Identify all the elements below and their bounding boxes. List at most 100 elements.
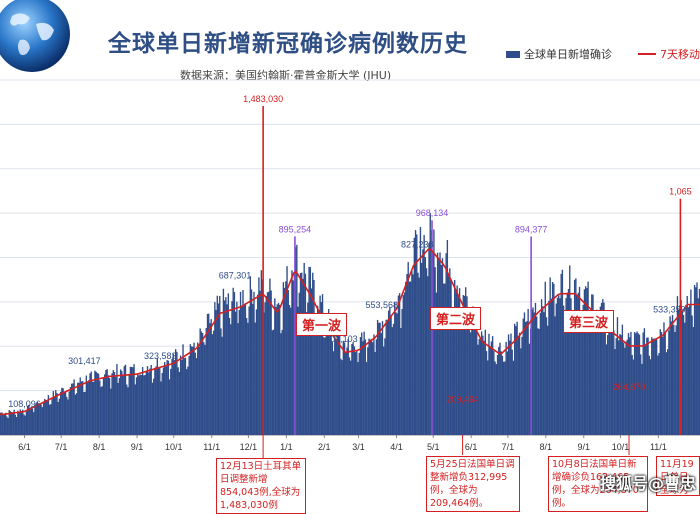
daily-bar xyxy=(159,367,161,435)
daily-bar xyxy=(385,319,387,435)
daily-bar xyxy=(290,307,292,435)
daily-bar xyxy=(496,354,499,435)
wave-label-third: 第三波 xyxy=(563,310,615,333)
daily-bar xyxy=(133,364,135,435)
daily-bar xyxy=(102,377,105,435)
daily-bar xyxy=(150,364,152,435)
daily-bar xyxy=(485,351,488,435)
daily-bar xyxy=(380,332,382,435)
annotation-label: 323,583 xyxy=(144,351,177,361)
daily-bar xyxy=(446,239,449,435)
daily-bar xyxy=(337,324,340,435)
daily-bar xyxy=(641,363,643,435)
daily-bar xyxy=(498,347,500,435)
daily-bar xyxy=(260,270,263,435)
daily-bar xyxy=(88,380,90,435)
chart-subtitle: 数据来源：美国约翰斯·霍普金斯大学 (JHU) xyxy=(180,69,392,82)
daily-bar xyxy=(594,313,597,435)
daily-bar xyxy=(643,328,646,435)
daily-bar xyxy=(572,317,575,435)
daily-bar xyxy=(450,281,452,435)
daily-bar xyxy=(8,410,10,435)
daily-bar xyxy=(512,360,515,435)
wave-label-first: 第一波 xyxy=(296,313,348,336)
daily-bar xyxy=(193,342,195,435)
daily-bar xyxy=(93,381,95,435)
daily-bar xyxy=(184,357,187,435)
daily-bar xyxy=(686,295,688,435)
daily-bar xyxy=(45,399,47,435)
daily-bar xyxy=(515,326,517,435)
legend-bar-label: 全球单日新增确诊 xyxy=(524,48,612,61)
daily-bar xyxy=(471,318,473,435)
daily-bar xyxy=(132,367,134,435)
daily-bar xyxy=(488,333,490,435)
daily-bar xyxy=(149,368,151,435)
daily-bar xyxy=(403,292,406,435)
daily-bar xyxy=(272,329,275,435)
daily-bar xyxy=(578,286,581,435)
daily-bar xyxy=(160,381,162,435)
daily-bar xyxy=(550,298,553,435)
daily-bar xyxy=(566,292,568,435)
daily-bar xyxy=(637,333,639,435)
daily-bar xyxy=(175,349,177,435)
daily-bar xyxy=(648,355,650,435)
moving-average-line xyxy=(0,248,700,416)
daily-bar xyxy=(664,332,666,435)
annotation-label: 264,870 xyxy=(613,382,646,392)
daily-bar xyxy=(465,287,467,435)
daily-bar xyxy=(105,370,107,435)
daily-bar xyxy=(693,284,696,435)
x-tick-label: 2/1 xyxy=(318,442,331,452)
daily-bar xyxy=(330,316,332,435)
daily-bar xyxy=(555,303,557,435)
x-tick-label: 5/1 xyxy=(427,442,440,452)
daily-bar xyxy=(151,382,154,435)
daily-bar xyxy=(562,305,565,435)
daily-bar xyxy=(26,405,29,435)
daily-bar xyxy=(582,304,584,435)
daily-bar xyxy=(171,358,173,435)
daily-bar xyxy=(669,316,671,435)
daily-bar xyxy=(445,253,447,435)
daily-bar xyxy=(230,324,232,435)
daily-bar xyxy=(166,360,168,435)
daily-bar xyxy=(266,292,269,435)
daily-bar xyxy=(427,276,429,435)
daily-bar xyxy=(11,412,13,435)
daily-bar xyxy=(68,391,70,435)
daily-bar xyxy=(405,281,407,435)
daily-bar xyxy=(507,334,510,435)
daily-bar xyxy=(72,383,74,435)
daily-bar xyxy=(20,411,23,435)
legend-line-swatch xyxy=(638,53,656,55)
daily-bar xyxy=(212,330,215,435)
watermark: 搜狐号@曹忠 xyxy=(600,474,697,493)
daily-bar xyxy=(348,357,351,435)
daily-bar xyxy=(35,403,37,435)
annotation-label: 827,238 xyxy=(401,239,434,249)
daily-bar xyxy=(660,331,663,435)
daily-bar xyxy=(163,362,166,435)
daily-bar xyxy=(691,315,693,435)
daily-bar xyxy=(165,366,167,435)
daily-bar xyxy=(602,299,604,435)
daily-bar xyxy=(315,330,318,435)
daily-bar xyxy=(549,277,551,435)
daily-bar xyxy=(368,338,370,435)
daily-bar xyxy=(23,414,25,435)
daily-bar xyxy=(407,262,409,435)
daily-bar xyxy=(101,386,103,435)
daily-bar xyxy=(593,315,595,435)
annotation-label: 402,103 xyxy=(325,334,358,344)
daily-bar xyxy=(491,336,494,435)
annotation-label: 968,134 xyxy=(416,208,449,218)
daily-bar xyxy=(374,351,376,435)
daily-bar xyxy=(449,268,451,435)
daily-bar xyxy=(350,360,352,435)
chart-legend: 全球单日新增确诊 7天移动平 xyxy=(506,46,700,62)
daily-bar xyxy=(412,274,414,435)
daily-bar xyxy=(129,366,132,435)
daily-bar xyxy=(302,278,304,435)
